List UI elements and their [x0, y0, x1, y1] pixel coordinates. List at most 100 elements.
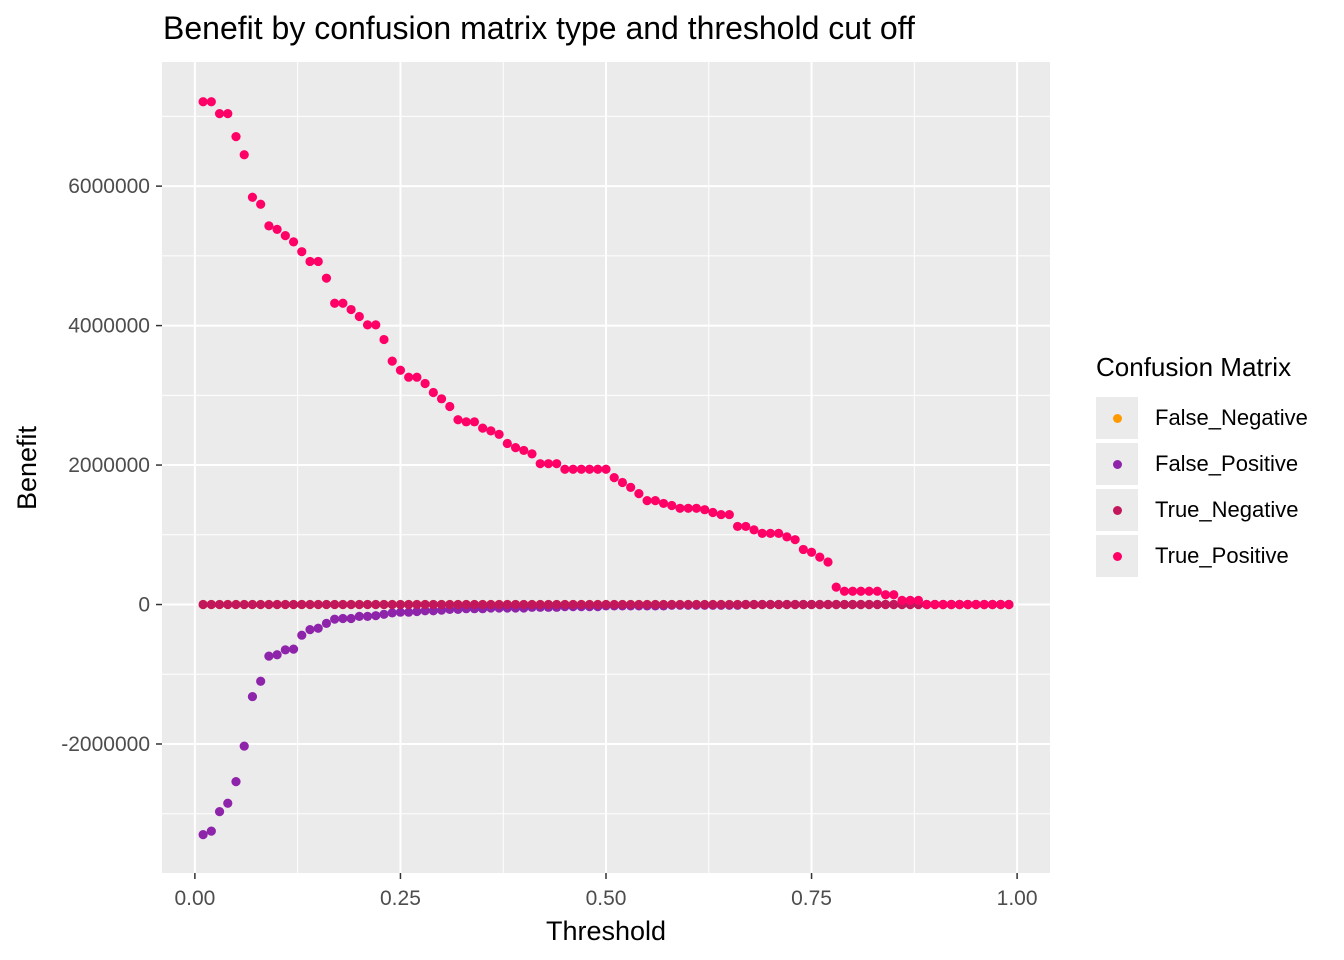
point-true-negative — [724, 599, 734, 610]
point-true-negative — [346, 599, 356, 610]
point-true-positive — [897, 595, 907, 605]
point-true-positive — [239, 150, 249, 160]
point-true-positive — [206, 97, 216, 107]
point-true-negative — [798, 599, 808, 610]
point-true-positive — [905, 595, 915, 605]
point-true-positive — [231, 132, 241, 142]
x-tick-label: 1.00 — [997, 887, 1038, 910]
point-true-positive — [963, 599, 973, 610]
point-true-positive — [486, 426, 496, 436]
point-true-negative — [774, 599, 784, 610]
point-true-negative — [330, 599, 340, 610]
point-true-negative — [264, 599, 274, 610]
point-true-negative — [445, 599, 455, 610]
y-tick-label: 0 — [138, 594, 150, 617]
point-true-positive — [478, 423, 488, 433]
point-false-positive — [371, 611, 381, 621]
point-true-positive — [765, 528, 776, 538]
point-true-positive — [584, 464, 595, 474]
point-false-positive — [404, 607, 414, 617]
point-true-positive — [395, 365, 406, 375]
point-true-positive — [806, 547, 817, 557]
point-true-negative — [247, 599, 258, 610]
point-true-positive — [338, 298, 348, 308]
x-axis-ticks: 0.00 0.25 0.50 0.75 1.00 — [174, 873, 1038, 910]
point-true-negative — [782, 599, 792, 610]
point-true-negative — [214, 599, 225, 610]
point-true-positive — [782, 532, 792, 542]
point-true-positive — [774, 528, 784, 538]
point-true-positive — [346, 304, 356, 315]
point-true-positive — [510, 443, 521, 453]
point-true-negative — [288, 599, 299, 610]
point-true-negative — [256, 599, 266, 610]
legend: Confusion Matrix False_Negative False_Po… — [1096, 352, 1308, 579]
point-true-positive — [667, 500, 677, 511]
point-true-positive — [223, 109, 233, 119]
point-true-negative — [387, 599, 397, 610]
point-true-positive — [494, 429, 504, 439]
point-false-positive — [321, 618, 332, 628]
point-true-positive — [354, 311, 364, 322]
point-true-negative — [708, 599, 718, 610]
point-false-positive — [379, 609, 389, 619]
point-true-positive — [626, 482, 636, 492]
legend-dot-icon — [1112, 505, 1122, 515]
point-true-positive — [1004, 599, 1014, 610]
point-true-negative — [552, 599, 562, 610]
point-false-positive — [395, 607, 406, 617]
legend-key — [1096, 535, 1138, 577]
legend-key — [1096, 397, 1138, 439]
point-true-positive — [412, 372, 422, 382]
point-true-positive — [716, 509, 726, 520]
point-true-negative — [404, 599, 414, 610]
point-true-negative — [494, 599, 504, 610]
point-true-positive — [519, 445, 529, 456]
point-true-negative — [239, 599, 249, 610]
point-false-positive — [362, 611, 373, 621]
point-false-positive — [214, 807, 225, 817]
point-true-negative — [856, 599, 866, 610]
point-true-negative — [379, 599, 389, 610]
point-true-positive — [675, 503, 685, 513]
point-true-positive — [642, 496, 652, 506]
point-true-positive — [634, 489, 644, 499]
point-true-positive — [971, 599, 981, 610]
point-true-negative — [626, 599, 636, 610]
point-true-negative — [198, 599, 208, 610]
point-false-positive — [198, 830, 208, 840]
point-true-negative — [272, 599, 282, 610]
point-true-negative — [321, 599, 332, 610]
point-true-positive — [987, 599, 998, 610]
y-tick-label: 6000000 — [68, 175, 150, 198]
point-true-positive — [650, 496, 660, 506]
point-true-positive — [198, 97, 208, 107]
point-true-positive — [436, 394, 447, 404]
point-false-positive — [330, 614, 340, 624]
point-true-negative — [420, 599, 430, 610]
point-true-negative — [461, 599, 471, 610]
legend-title: Confusion Matrix — [1096, 352, 1292, 382]
legend-item-true-positive: True_Positive — [1096, 533, 1308, 579]
point-true-positive — [757, 528, 767, 538]
point-true-negative — [576, 599, 586, 610]
point-true-negative — [806, 599, 817, 610]
point-true-negative — [675, 599, 685, 610]
x-axis-title: Threshold — [546, 916, 666, 946]
point-true-positive — [732, 521, 743, 532]
point-true-negative — [223, 599, 233, 610]
point-true-negative — [880, 599, 891, 610]
point-true-positive — [214, 109, 225, 119]
point-true-positive — [387, 356, 397, 366]
point-true-positive — [683, 503, 693, 513]
legend-dot-icon — [1112, 459, 1122, 469]
point-true-positive — [288, 237, 299, 247]
point-true-negative — [502, 599, 512, 610]
point-true-negative — [716, 599, 726, 610]
point-true-positive — [954, 599, 965, 610]
point-true-negative — [642, 599, 652, 610]
point-true-negative — [667, 599, 677, 610]
point-true-positive — [404, 372, 414, 382]
point-false-positive — [288, 644, 299, 654]
point-true-negative — [527, 599, 537, 610]
